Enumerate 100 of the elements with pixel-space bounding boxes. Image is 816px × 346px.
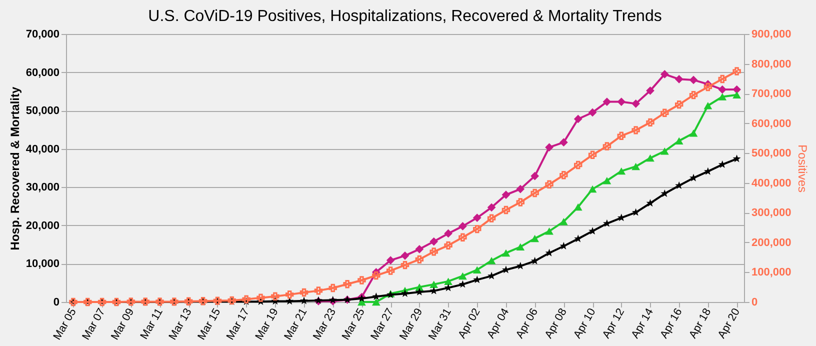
point (617, 167, 626, 175)
point (632, 208, 640, 216)
point (430, 248, 438, 256)
point (545, 143, 554, 152)
point (516, 184, 525, 194)
point (646, 86, 654, 95)
y-tick-label: 40,000 (26, 143, 60, 156)
x-tick-label: Apr 18 (687, 306, 714, 341)
point (314, 286, 323, 295)
x-tick-label: Mar 29 (398, 306, 426, 342)
point (660, 108, 669, 118)
point (328, 284, 337, 292)
point (372, 292, 380, 300)
point (732, 91, 741, 98)
point (502, 249, 510, 257)
point (588, 185, 597, 193)
point (430, 280, 438, 288)
point (400, 251, 410, 260)
point (660, 189, 669, 198)
x-tick-label: Mar 11 (138, 306, 166, 342)
point (602, 177, 612, 184)
point (372, 271, 380, 280)
y2-tick-label: 100,000 (752, 266, 792, 279)
point (632, 99, 640, 108)
x-tick-label: Apr 10 (572, 306, 598, 341)
point (689, 76, 698, 84)
point (718, 74, 726, 84)
y2-tick-label: 900,000 (752, 28, 792, 40)
point (256, 294, 265, 302)
point (473, 224, 482, 234)
point (401, 289, 409, 297)
point (430, 237, 438, 246)
y-tick-label: 50,000 (26, 105, 60, 118)
point (588, 226, 597, 235)
y2-tick-label: 500,000 (752, 148, 792, 160)
y-tick-label: 30,000 (26, 182, 60, 194)
point (386, 266, 395, 275)
point (530, 172, 540, 180)
point (415, 288, 424, 296)
x-tick-label: Mar 15 (196, 306, 224, 342)
point (545, 180, 554, 188)
x-tick-label: Mar 19 (253, 306, 281, 342)
point (458, 272, 467, 280)
x-tick-label: Apr 16 (658, 306, 685, 341)
point (343, 280, 352, 288)
y-tick-label: 70,000 (26, 28, 60, 40)
x-tick-label: Apr 06 (514, 306, 541, 341)
y2-tick-label: 800,000 (752, 58, 792, 70)
point (286, 297, 294, 305)
point (472, 266, 482, 274)
point (574, 114, 582, 124)
x-tick-label: Mar 17 (224, 306, 252, 342)
y2-tick-label: 300,000 (752, 207, 792, 220)
point (560, 242, 568, 250)
point (602, 98, 612, 106)
point (271, 292, 280, 300)
x-tick-label: Mar 27 (368, 306, 396, 342)
point (646, 199, 654, 207)
point (444, 229, 452, 238)
point (574, 160, 582, 170)
y2-tick-label: 400,000 (752, 177, 792, 190)
point (516, 243, 525, 250)
point (458, 233, 467, 242)
x-tick-label: Mar 09 (109, 306, 137, 342)
point (415, 255, 424, 264)
point (602, 142, 612, 150)
y-tick-label: 0 (53, 296, 60, 308)
x-tick-label: Apr 04 (485, 306, 512, 341)
point (560, 138, 568, 147)
point (704, 102, 712, 110)
point (530, 188, 539, 198)
y-tick-label: 10,000 (26, 258, 60, 270)
point (386, 256, 395, 264)
point (732, 154, 741, 162)
x-tick-label: Apr 08 (542, 306, 570, 341)
x-tick-label: Apr 20 (716, 306, 742, 341)
point (574, 234, 582, 242)
x-tick-label: Mar 31 (426, 306, 454, 342)
x-tick-label: Mar 13 (166, 306, 194, 342)
point (400, 260, 410, 270)
point (674, 74, 684, 84)
point (458, 222, 467, 230)
point (617, 98, 626, 106)
point (617, 132, 626, 140)
point (502, 206, 510, 214)
point (574, 203, 582, 211)
x-tick-label: Apr 02 (456, 306, 483, 341)
point (632, 162, 640, 170)
point (732, 67, 741, 76)
x-tick-label: Apr 12 (600, 306, 628, 341)
point (588, 108, 597, 117)
point (689, 130, 698, 137)
x-tick-label: Mar 23 (311, 306, 339, 342)
point (530, 256, 539, 264)
y2-tick-label: 700,000 (752, 88, 792, 100)
point (300, 296, 308, 304)
point (674, 137, 684, 144)
point (632, 126, 640, 134)
y-axis-title: Hosp. Recovered & Mortality (8, 86, 22, 250)
point (660, 148, 669, 155)
